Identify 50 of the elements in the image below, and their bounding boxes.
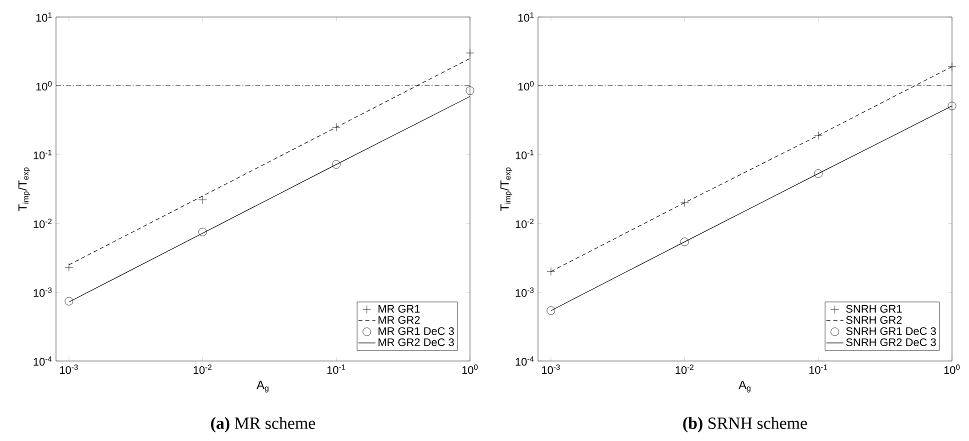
y-tick-label: 10$^{-1}$ — [34, 150, 52, 160]
y-tick-label: 10$^{-3}$ — [516, 287, 534, 297]
x-tick-label: 10$^{-1}$ — [327, 364, 346, 374]
point — [332, 123, 340, 132]
legend-label: MR GR1 DeC 3 — [378, 327, 454, 335]
point — [198, 228, 207, 236]
x-axis-title: A$_{g}$ — [738, 380, 750, 392]
x-tick-label: 10$^{-1}$ — [809, 364, 828, 374]
y-tick-label: 10$^{-1}$ — [516, 150, 534, 160]
legend-label: SNRH GR1 — [846, 304, 902, 313]
legend-label: MR GR1 — [378, 304, 420, 313]
x-tick-label: 10$^{-2}$ — [194, 364, 212, 374]
legend-label: SNRH GR2 — [846, 316, 902, 324]
y-tick-label: 10$^{1}$ — [518, 12, 534, 22]
point — [332, 160, 340, 169]
point — [64, 263, 74, 272]
point — [198, 196, 207, 204]
point — [680, 198, 689, 207]
y-tick-label: 10$^{-4}$ — [516, 356, 534, 366]
legend-label: SNRH GR1 DeC 3 — [846, 327, 936, 335]
y-tick-label: 10$^{-3}$ — [34, 287, 52, 297]
point — [64, 297, 74, 306]
x-tick-label: 10$^{-2}$ — [676, 364, 694, 374]
point — [948, 102, 956, 110]
point — [814, 169, 823, 178]
x-tick-label: 10$^{0}$ — [944, 364, 960, 374]
point — [814, 131, 823, 140]
text: (a) MR scheme — [211, 417, 316, 432]
legend-label: MR GR2 DeC 3 — [378, 338, 454, 346]
y-tick-label: 10$^{0}$ — [36, 81, 52, 91]
y-tick-label: 10$^{-2}$ — [516, 218, 534, 228]
point — [546, 267, 556, 276]
y-tick-label: 10$^{1}$ — [36, 12, 52, 22]
y-tick-label: 10$^{-2}$ — [34, 218, 52, 228]
x-tick-label: 10$^{0}$ — [462, 364, 478, 374]
point — [466, 48, 474, 58]
text: (b) SRNH scheme — [683, 417, 807, 432]
y-tick-label: 10$^{-4}$ — [34, 356, 52, 366]
legend-label: SNRH GR2 DeC 3 — [846, 338, 936, 346]
point — [466, 86, 474, 95]
y-axis-title: T$_{imp}$/T$_{exp}$ — [18, 168, 30, 212]
x-axis-title: A$_{g}$ — [256, 380, 268, 392]
x-tick-label: 10$^{-3}$ — [60, 364, 78, 374]
point — [948, 62, 956, 71]
y-axis-title: T$_{imp}$/T$_{exp}$ — [500, 168, 512, 212]
legend-label: MR GR2 — [378, 316, 420, 324]
point — [546, 306, 556, 315]
x-tick-label: 10$^{-3}$ — [542, 364, 560, 374]
y-tick-label: 10$^{0}$ — [518, 81, 534, 91]
point — [680, 238, 689, 246]
